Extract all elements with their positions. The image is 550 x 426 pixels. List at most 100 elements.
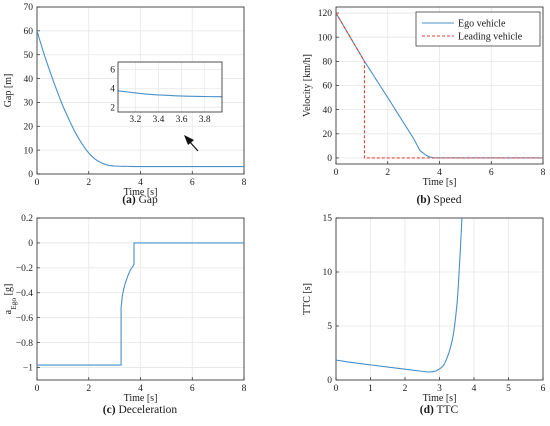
inset-frame [117,61,223,113]
y-tick-label: 60 [323,82,333,92]
caption-text: TTC [434,404,459,416]
y-tick-label: 10 [24,146,34,156]
x-tick-label: 4 [472,384,477,394]
inset-x-tick-label: 3.4 [153,115,165,125]
legend-box [415,11,541,47]
caption-tag: (c) [103,404,116,416]
inset-chart: 3.2 3.4 3.6 3.8 2 4 6 [110,61,223,125]
x-tick-label: 8 [242,384,247,394]
series-line-gap-0 [37,30,244,168]
x-tick-label: 2 [86,178,91,188]
y-tick-label: 15 [323,214,333,224]
x-tick-label: 0 [334,384,339,394]
caption-tag: (d) [420,404,434,416]
y-tick-label: 40 [323,106,333,116]
x-tick-label: 0 [35,384,40,394]
y-label-unit: [g] [3,284,14,298]
x-tick-label: 2 [403,384,408,394]
chart-ttc: 0 1 2 3 4 5 6 0 5 10 15 Time [s] TTC [s] [302,214,546,404]
y-label-main: a [3,309,14,314]
legend-label: Ego vehicle [458,19,506,30]
x-tick-label: 2 [385,168,390,178]
y-axis-label: Velocity [km/h] [302,54,313,117]
y-tick-label: 0 [28,170,33,180]
y-label-sub: Ego [9,298,18,310]
x-tick-label: 4 [437,168,442,178]
y-tick-label: 0 [327,376,332,386]
x-tick-label: 5 [506,384,511,394]
y-axis-label: Gap [m] [3,74,14,108]
y-tick-label: 50 [24,51,34,61]
y-tick-label: 100 [318,33,333,43]
x-tick-label: 6 [190,384,195,394]
axes-frame [36,6,245,175]
x-tick-label: 8 [541,168,546,178]
series-line-ego-vehicle [336,12,543,159]
y-axis-label: aEgo [g] [3,284,18,315]
x-tick-label: 2 [86,384,91,394]
arrow-icon [184,135,199,152]
x-tick-label: 6 [541,384,546,394]
x-tick-label: 4 [138,178,143,188]
y-tick-label: 20 [24,122,34,132]
caption-tag: (b) [416,194,430,206]
x-tick-label: 0 [35,178,40,188]
series-line-ttc-0 [336,218,463,373]
y-tick-label: −0.4 [16,289,33,299]
axes-frame [335,217,544,381]
inset-y-tick-label: 2 [110,103,115,113]
y-tick-label: −1 [23,364,33,374]
x-axis-label: Time [s] [124,393,158,404]
y-axis-label: TTC [s] [302,283,313,315]
x-tick-label: 8 [242,178,247,188]
inset-x-tick-label: 3.6 [176,115,188,125]
y-tick-label: 60 [24,27,34,37]
inset-x-tick-label: 3.8 [199,115,211,125]
x-tick-label: 6 [489,168,494,178]
y-tick-label: −0.8 [16,339,33,349]
caption-ttc: (d) TTC [420,404,459,416]
axes-frame [335,6,544,165]
y-tick-label: 70 [24,3,34,13]
y-tick-label: 5 [327,322,332,332]
axes-frame [36,217,245,381]
caption-text: Gap [136,194,158,206]
x-tick-label: 1 [368,384,373,394]
y-tick-label: 120 [318,9,333,19]
arrow-head [184,135,194,145]
caption-decel: (c) Deceleration [103,404,178,416]
y-tick-label: 40 [24,75,34,85]
legend-label: Leading vehicle [458,32,523,43]
x-axis-label: Time [s] [423,393,457,404]
x-tick-label: 4 [138,384,143,394]
y-tick-label: 0 [28,239,33,249]
x-tick-label: 3 [437,384,442,394]
y-tick-label: 0.2 [21,214,33,224]
x-axis-label: Time [s] [124,187,158,198]
y-tick-label: 20 [323,130,333,140]
caption-text: Speed [431,194,462,206]
caption-text: Deceleration [116,404,178,416]
inset-series-line [117,90,223,98]
inset-y-tick-label: 4 [110,84,115,94]
caption-tag: (a) [122,194,136,206]
y-tick-label: 80 [323,58,333,68]
chart-decel: 0 2 4 6 8 −1 −0.8 −0.6 −0.4 −0.2 0 0.2 Time [s] aEgo … [3,214,247,404]
series-line-decel-0 [37,242,244,366]
inset-y-tick-label: 6 [110,66,115,76]
legend: Ego vehicle Leading vehicle [415,11,541,47]
inset-x-tick-label: 3.2 [129,115,141,125]
x-axis-label: Time [s] [423,177,457,188]
x-tick-label: 0 [334,168,339,178]
x-tick-label: 6 [190,178,195,188]
y-tick-label: 10 [323,268,333,278]
y-tick-label: 30 [24,99,34,109]
series-line-leading-vehicle [336,12,543,159]
caption-speed: (b) Speed [416,194,461,206]
y-tick-label: 0 [327,154,332,164]
y-tick-label: −0.6 [16,314,33,324]
y-tick-label: −0.2 [16,264,33,274]
